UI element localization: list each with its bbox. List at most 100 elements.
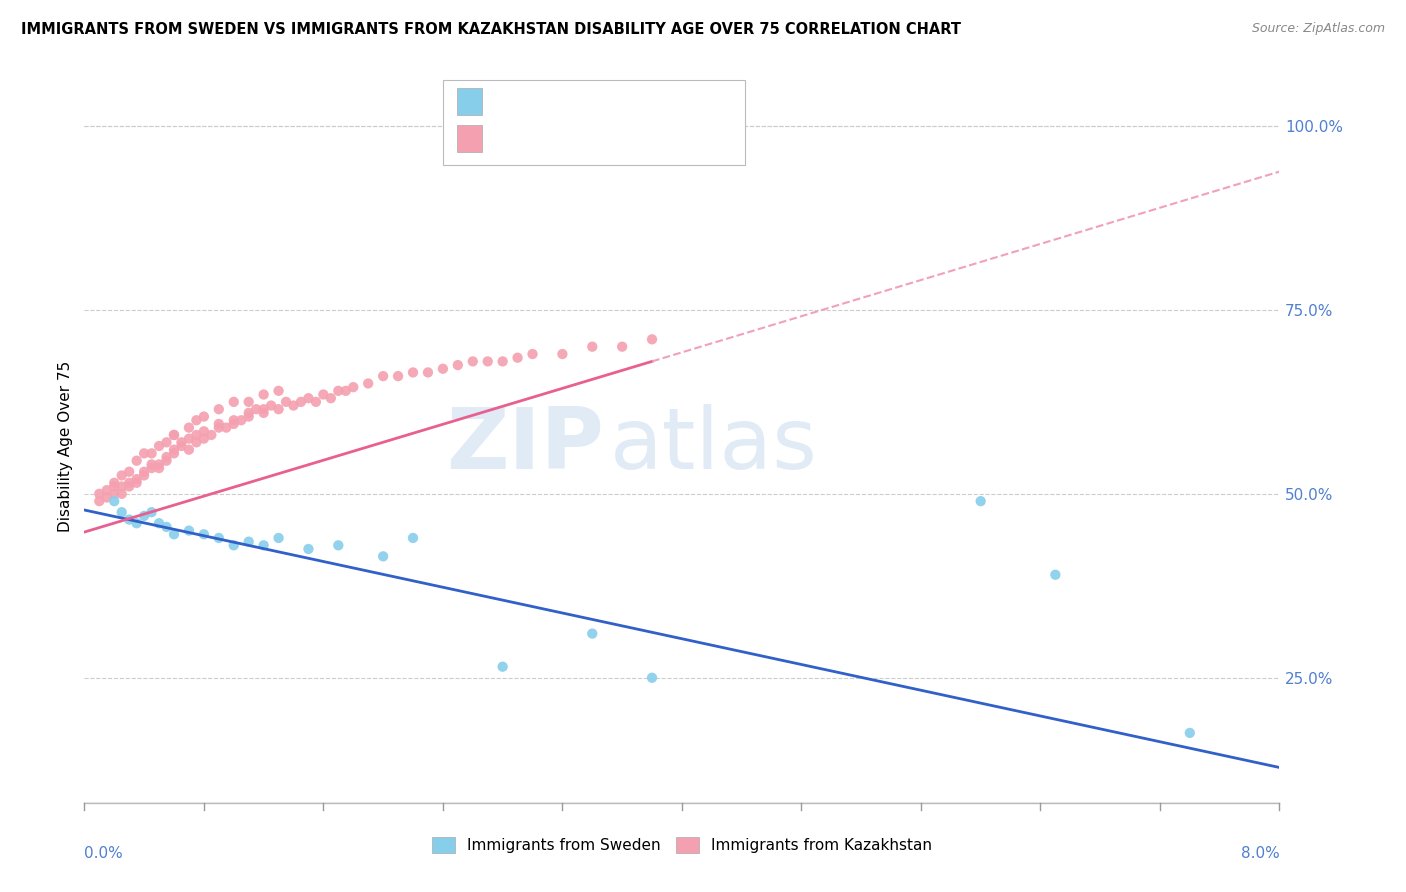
Point [402,366,425,380]
Point [208,531,231,545]
Point [461,354,484,368]
Text: 0.0%: 0.0% [84,846,124,861]
Point [231,413,253,427]
Point [238,534,260,549]
Text: N =: N = [609,94,643,109]
Point [238,406,260,420]
Text: 0.278: 0.278 [531,131,579,146]
Legend: Immigrants from Sweden, Immigrants from Kazakhstan: Immigrants from Sweden, Immigrants from … [426,831,938,859]
Point [305,395,328,409]
Point [193,527,215,541]
Text: R =: R = [492,94,526,109]
Point [193,432,215,446]
Point [641,671,664,685]
Point [267,531,290,545]
Text: 26: 26 [651,94,672,109]
Point [416,366,439,380]
Point [200,428,222,442]
Point [581,626,603,640]
Point [118,512,141,526]
Point [148,439,170,453]
Point [492,354,515,368]
Point [238,409,260,424]
Point [612,340,634,354]
Point [357,376,380,391]
Point [477,354,499,368]
Point [297,391,319,405]
Point [551,347,574,361]
Point [222,413,245,427]
Point [581,340,603,354]
Point [132,468,156,483]
Point [283,399,305,413]
Text: IMMIGRANTS FROM SWEDEN VS IMMIGRANTS FROM KAZAKHSTAN DISABILITY AGE OVER 75 CORR: IMMIGRANTS FROM SWEDEN VS IMMIGRANTS FRO… [21,22,962,37]
Point [1045,567,1067,582]
Point [155,435,177,450]
Point [238,395,260,409]
Point [148,516,170,531]
Point [335,384,357,398]
Point [155,450,177,464]
Point [970,494,993,508]
Point [125,475,148,490]
Point [141,505,163,519]
Point [432,361,454,376]
Point [103,475,125,490]
Point [96,491,118,505]
Point [193,409,215,424]
Point [186,413,208,427]
Point [222,417,245,431]
Point [163,428,186,442]
Point [253,402,276,417]
Point [253,406,276,420]
Point [387,369,409,384]
Text: N =: N = [609,131,643,146]
Point [328,538,350,552]
Text: atlas: atlas [610,404,818,488]
Point [492,659,515,673]
Point [193,425,215,439]
Text: 8.0%: 8.0% [1240,846,1279,861]
Point [118,479,141,493]
Point [274,395,297,409]
Point [132,465,156,479]
Point [103,479,125,493]
Point [506,351,529,365]
Point [103,494,125,508]
Point [118,465,141,479]
Point [267,402,290,417]
Point [260,399,283,413]
Point [163,527,186,541]
Text: 88: 88 [651,131,672,146]
Point [125,472,148,486]
Point [215,420,238,434]
Point [641,332,664,346]
Point [186,435,208,450]
Point [111,479,134,493]
Point [267,384,290,398]
Text: ZIP: ZIP [447,404,605,488]
Point [319,391,342,405]
Point [312,387,335,401]
Text: -0.500: -0.500 [531,94,586,109]
Point [89,494,111,508]
Point [222,538,245,552]
Point [170,439,193,453]
Y-axis label: Disability Age Over 75: Disability Age Over 75 [58,360,73,532]
Point [522,347,544,361]
Point [148,461,170,475]
Point [253,538,276,552]
Point [132,508,156,523]
Point [111,487,134,501]
Point [1178,726,1201,740]
Point [208,402,231,417]
Point [111,468,134,483]
Point [111,505,134,519]
Point [141,461,163,475]
Point [297,541,319,556]
Point [328,384,350,398]
Point [148,458,170,472]
Point [402,531,425,545]
Point [186,428,208,442]
Point [208,420,231,434]
